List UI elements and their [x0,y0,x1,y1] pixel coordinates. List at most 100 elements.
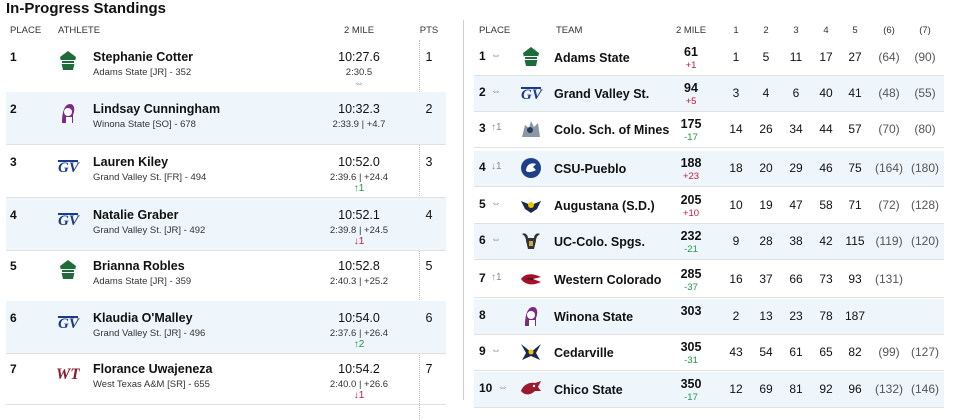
athlete-standings-table: PLACE ATHLETE 2 MILE PTS 1 Stephanie Cott… [6,20,446,420]
adams-state-logo-icon [56,258,80,282]
team-score: 285 [680,267,702,281]
position-change: ↑1 [491,122,502,133]
team-name[interactable]: Winona State [554,310,634,324]
athlete-time: 10:54.2 [338,362,380,376]
athlete-name[interactable]: Brianna Robles [93,259,185,273]
runner-place-6: (132) [874,382,903,396]
team-place: 3 [479,121,486,135]
runner-place-2: 13 [759,309,773,323]
team-row[interactable]: 5 ⇔ Augustana (S.D.) 205 +10 10 19 47 58 71 (72) (1… [474,188,944,224]
runner-place-6: (164) [874,161,903,175]
athlete-name[interactable]: Stephanie Cotter [93,50,194,64]
header-place[interactable]: PLACE [10,25,42,36]
athlete-points: 3 [425,155,433,169]
team-score: 205 [680,193,702,207]
header-athlete[interactable]: ATHLETE [58,25,101,36]
position-change: ↑1 [353,183,365,194]
header-2-mile[interactable]: 2 MILE [343,25,375,36]
winona-state-logo-icon [519,304,543,328]
team-score: 61 [684,45,698,59]
mines-logo-icon [519,117,543,141]
header-pts[interactable]: PTS [419,25,439,36]
athlete-school: Adams State [JR] - 359 [93,276,192,287]
header-runner-7[interactable]: (7) [919,25,931,36]
header-team[interactable]: TEAM [556,25,583,36]
team-place: 5 [479,197,486,211]
header-runner-1[interactable]: 1 [733,25,739,36]
athlete-row[interactable]: 7 Florance Uwajeneza West Texas A&M [SR] -… [6,352,446,405]
athlete-school: Grand Valley St. [JR] - 496 [93,328,206,339]
runner-place-3: 38 [789,234,803,248]
runner-place-3: 81 [789,382,803,396]
runner-place-2: 5 [762,50,770,64]
score-change: -37 [684,282,698,293]
runner-place-5: 71 [848,198,862,212]
team-name[interactable]: Cedarville [554,346,614,360]
adams-state-logo-icon [56,49,80,73]
athlete-name[interactable]: Lindsay Cunningham [93,102,221,116]
team-row[interactable]: 1 ⇔ Adams State 61 +1 1 5 11 17 27 (64) (90) [474,40,944,76]
runner-place-3: 47 [789,198,803,212]
runner-place-1: 18 [729,161,743,175]
athlete-name[interactable]: Lauren Kiley [93,155,169,169]
team-name[interactable]: Augustana (S.D.) [554,199,655,213]
header-place[interactable]: PLACE [479,25,511,36]
svg-text:GV: GV [58,316,80,332]
team-row[interactable]: 7 ↑1 Western Colorado 285 -37 16 37 66 73 93 (131) [474,262,944,298]
team-name[interactable]: Adams State [554,51,630,65]
team-name[interactable]: Chico State [554,383,623,397]
team-row[interactable]: 9 ⇔ Cedarville 305 -31 43 54 61 65 82 (99) (127) [474,335,944,371]
athlete-row[interactable]: 5 Brianna Robles Adams State [JR] - 359 10:… [6,249,446,302]
team-place: 10 [479,381,493,395]
team-row[interactable]: 4 ↓1 CSU-Pueblo 188 +23 18 20 29 46 75 (164) (180) [474,151,944,187]
team-name[interactable]: Grand Valley St. [554,87,650,101]
athlete-time: 10:52.0 [338,155,380,169]
score-change: +1 [685,60,697,71]
header-runner-4[interactable]: 4 [823,25,829,36]
athlete-name[interactable]: Florance Uwajeneza [93,362,213,376]
team-row[interactable]: 2 ⇔ GV Grand Valley St. 94 +5 3 4 6 40 41 (48) (55) [474,76,944,112]
team-name[interactable]: Colo. Sch. of Mines [554,123,670,137]
score-change: +5 [685,96,697,107]
team-name[interactable]: UC-Colo. Spgs. [554,235,645,249]
athlete-row[interactable]: 4 Natalie Graber Grand Valley St. [JR] - 4… [6,198,446,251]
team-row[interactable]: 8 Winona State 303 2 13 23 78 187 [474,299,944,335]
athlete-row[interactable]: 6 Klaudia O'Malley Grand Valley St. [JR] -… [6,301,446,354]
position-change: ⇔ [491,86,501,97]
runner-place-7: (55) [914,86,936,100]
team-place: 9 [479,344,486,358]
header-2-mile[interactable]: 2 MILE [675,25,707,36]
header-runner-3[interactable]: 3 [793,25,799,36]
athlete-name[interactable]: Natalie Graber [93,208,179,222]
position-change: ↓1 [353,390,365,401]
runner-place-4: 65 [819,345,833,359]
west-texas-logo-icon: WT [56,361,81,385]
position-change: ⇔ [491,234,501,245]
runner-place-1: 10 [729,198,743,212]
team-name[interactable]: Western Colorado [554,273,662,287]
runner-place-4: 92 [819,382,833,396]
runner-place-6: (131) [874,272,903,286]
athlete-name[interactable]: Klaudia O'Malley [93,311,193,325]
position-change: ↓1 [491,161,502,172]
table-divider [463,20,464,400]
runner-place-5: 93 [848,272,862,286]
team-name[interactable]: CSU-Pueblo [554,162,627,176]
runner-place-7: (90) [914,50,936,64]
header-runner-2[interactable]: 2 [763,25,769,36]
team-row[interactable]: 10 ⇔ Chico State 350 -17 12 69 81 92 96 (132) (146) [474,372,944,408]
athlete-place: 4 [10,208,17,222]
runner-place-6: (64) [878,50,900,64]
header-runner-6[interactable]: (6) [883,25,895,36]
athlete-row[interactable]: 3 Lauren Kiley Grand Valley St. [FR] - 494… [6,145,446,198]
athlete-place: 6 [10,311,17,325]
runner-place-4: 42 [819,234,833,248]
header-runner-5[interactable]: 5 [852,25,858,36]
team-row[interactable]: 3 ↑1 Colo. Sch. of Mines 175 -17 14 26 34 44 57 (7… [474,112,944,148]
athlete-points: 4 [425,208,433,222]
athlete-row[interactable]: 2 Lindsay Cunningham Winona State [SO] - 6… [6,92,446,145]
runner-place-1: 43 [729,345,743,359]
team-row[interactable]: 6 ⇔ UC-Colo. Spgs. 232 -21 9 28 38 42 115 (119) (12… [474,224,944,260]
athlete-row[interactable]: 1 Stephanie Cotter Adams State [JR] - 352 1… [6,40,446,93]
athlete-split: 2:30.5 [345,67,373,78]
